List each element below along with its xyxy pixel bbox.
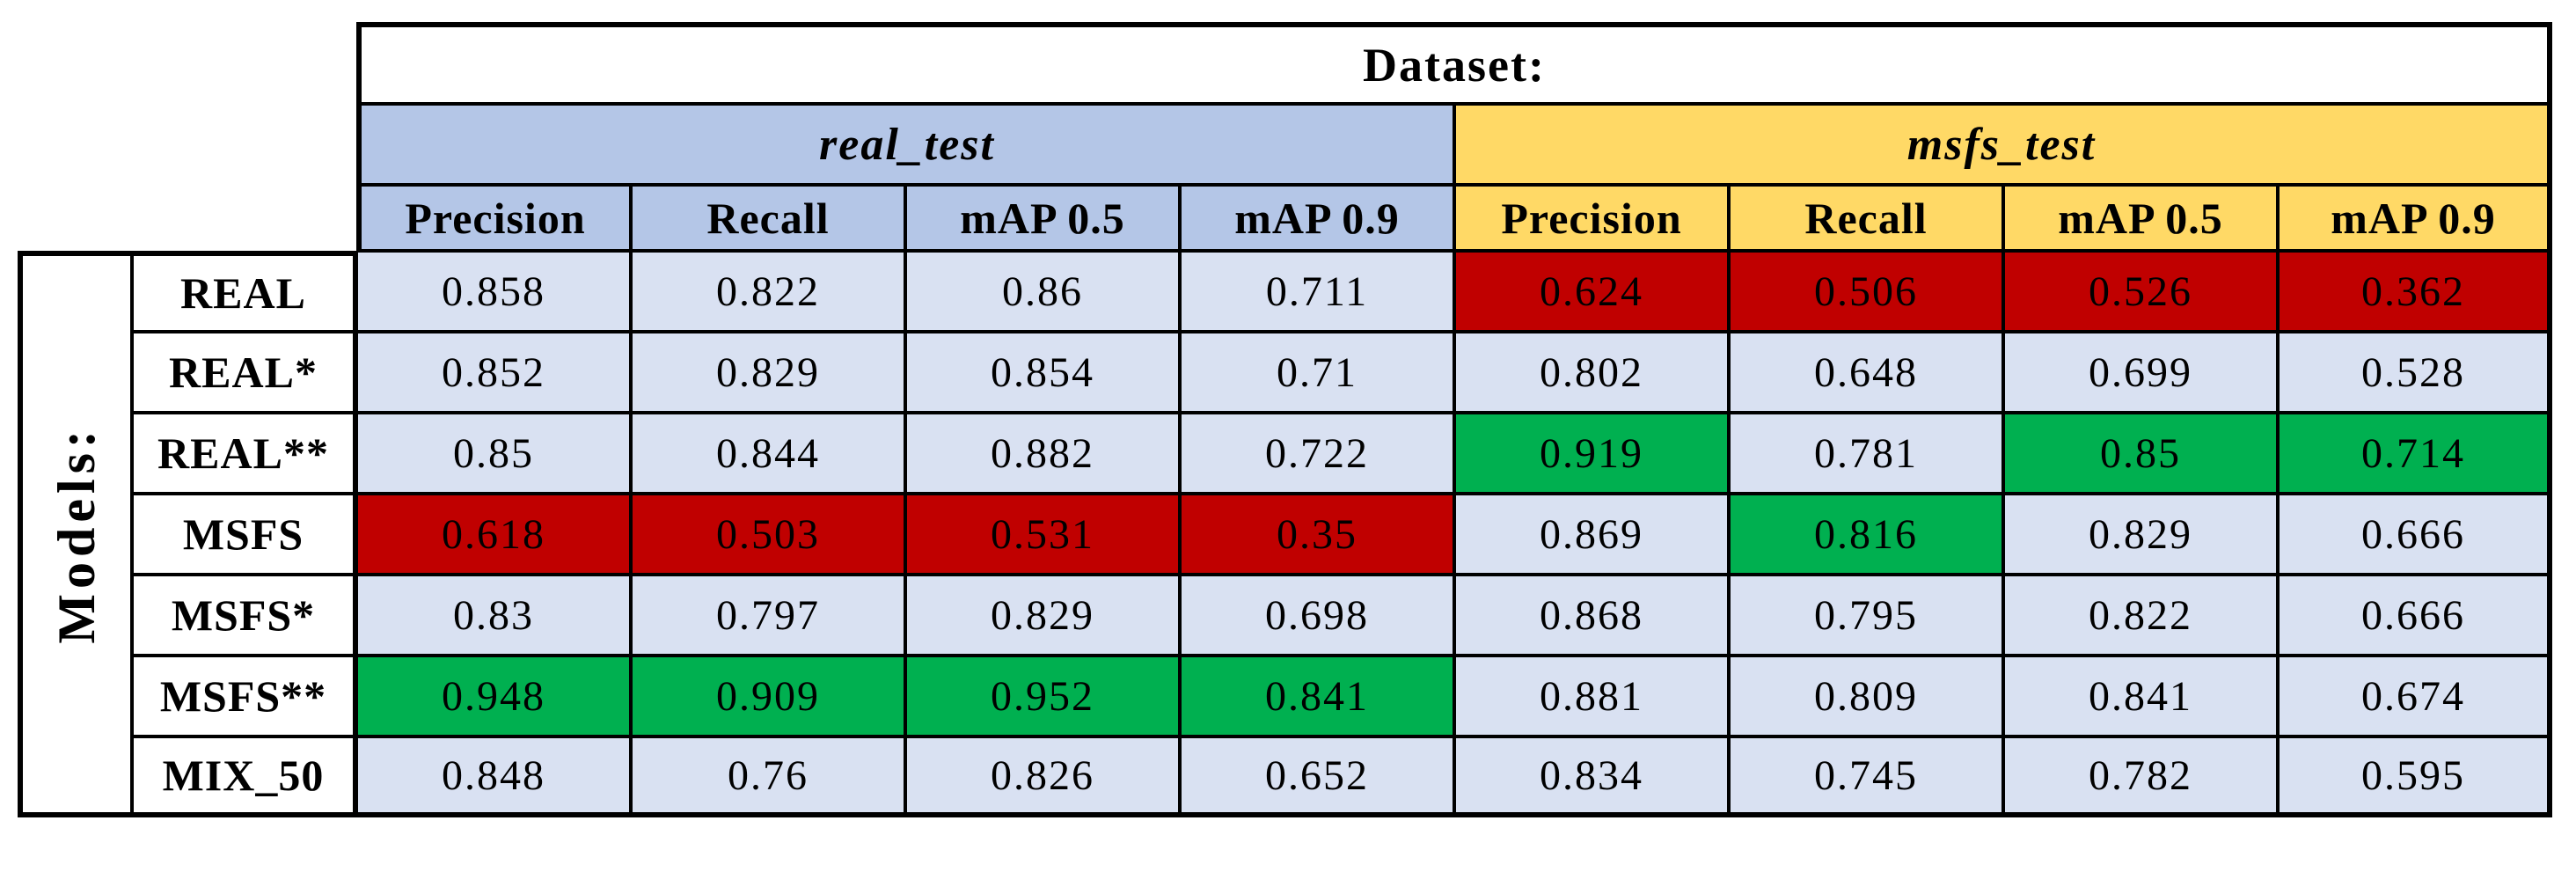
metric-cell: 0.848 [356, 736, 631, 817]
model-label: MSFS* [132, 575, 356, 656]
metric-cell: 0.86 [905, 251, 1180, 332]
metric-cell: 0.834 [1454, 736, 1729, 817]
metric-header: Recall [1729, 185, 2003, 251]
metric-cell: 0.531 [905, 494, 1180, 575]
metric-cell: 0.852 [356, 332, 631, 413]
model-label: MSFS [132, 494, 356, 575]
metric-cell: 0.714 [2278, 413, 2552, 494]
metric-cell: 0.829 [905, 575, 1180, 656]
metric-header: Precision [356, 185, 631, 251]
metric-cell: 0.35 [1180, 494, 1454, 575]
metric-header: mAP 0.9 [1180, 185, 1454, 251]
model-label: MIX_50 [132, 736, 356, 817]
model-label: MSFS** [132, 656, 356, 736]
metric-header: mAP 0.5 [905, 185, 1180, 251]
metric-header: Precision [1454, 185, 1729, 251]
metric-cell: 0.85 [2003, 413, 2278, 494]
metric-cell: 0.882 [905, 413, 1180, 494]
group-header-real-test: real_test [356, 104, 1454, 185]
models-axis-label: Models: [47, 424, 106, 644]
metric-cell: 0.652 [1180, 736, 1454, 817]
metric-cell: 0.711 [1180, 251, 1454, 332]
metric-cell: 0.797 [631, 575, 905, 656]
metric-cell: 0.854 [905, 332, 1180, 413]
metric-cell: 0.595 [2278, 736, 2552, 817]
metric-cell: 0.844 [631, 413, 905, 494]
results-table: Dataset: real_test msfs_test Precision R… [18, 22, 2552, 817]
metric-cell: 0.868 [1454, 575, 1729, 656]
metric-cell: 0.618 [356, 494, 631, 575]
metric-cell: 0.841 [1180, 656, 1454, 736]
metric-cell: 0.826 [905, 736, 1180, 817]
model-label: REAL** [132, 413, 356, 494]
metric-cell: 0.624 [1454, 251, 1729, 332]
metric-cell: 0.83 [356, 575, 631, 656]
dataset-header: Dataset: [356, 22, 2552, 104]
metric-cell: 0.822 [631, 251, 905, 332]
metric-cell: 0.822 [2003, 575, 2278, 656]
metric-cell: 0.948 [356, 656, 631, 736]
metric-cell: 0.648 [1729, 332, 2003, 413]
metric-cell: 0.85 [356, 413, 631, 494]
metric-cell: 0.666 [2278, 575, 2552, 656]
metric-cell: 0.795 [1729, 575, 2003, 656]
metric-cell: 0.674 [2278, 656, 2552, 736]
metric-cell: 0.909 [631, 656, 905, 736]
metric-cell: 0.919 [1454, 413, 1729, 494]
metric-cell: 0.869 [1454, 494, 1729, 575]
metric-cell: 0.829 [631, 332, 905, 413]
metric-cell: 0.528 [2278, 332, 2552, 413]
metric-cell: 0.76 [631, 736, 905, 817]
metric-header: mAP 0.5 [2003, 185, 2278, 251]
metric-cell: 0.782 [2003, 736, 2278, 817]
models-axis-cell: Models: [18, 251, 132, 817]
metric-cell: 0.858 [356, 251, 631, 332]
metric-cell: 0.666 [2278, 494, 2552, 575]
metric-cell: 0.841 [2003, 656, 2278, 736]
model-label: REAL [132, 251, 356, 332]
model-label: REAL* [132, 332, 356, 413]
metric-cell: 0.698 [1180, 575, 1454, 656]
metric-cell: 0.952 [905, 656, 1180, 736]
metric-cell: 0.362 [2278, 251, 2552, 332]
group-header-msfs-test: msfs_test [1454, 104, 2552, 185]
metric-cell: 0.816 [1729, 494, 2003, 575]
metric-cell: 0.503 [631, 494, 905, 575]
metric-cell: 0.781 [1729, 413, 2003, 494]
metric-cell: 0.829 [2003, 494, 2278, 575]
metric-cell: 0.802 [1454, 332, 1729, 413]
metric-cell: 0.745 [1729, 736, 2003, 817]
metric-cell: 0.809 [1729, 656, 2003, 736]
metric-cell: 0.722 [1180, 413, 1454, 494]
metric-cell: 0.71 [1180, 332, 1454, 413]
metric-cell: 0.881 [1454, 656, 1729, 736]
metric-header: mAP 0.9 [2278, 185, 2552, 251]
metric-header: Recall [631, 185, 905, 251]
metric-cell: 0.506 [1729, 251, 2003, 332]
metric-cell: 0.526 [2003, 251, 2278, 332]
metric-cell: 0.699 [2003, 332, 2278, 413]
